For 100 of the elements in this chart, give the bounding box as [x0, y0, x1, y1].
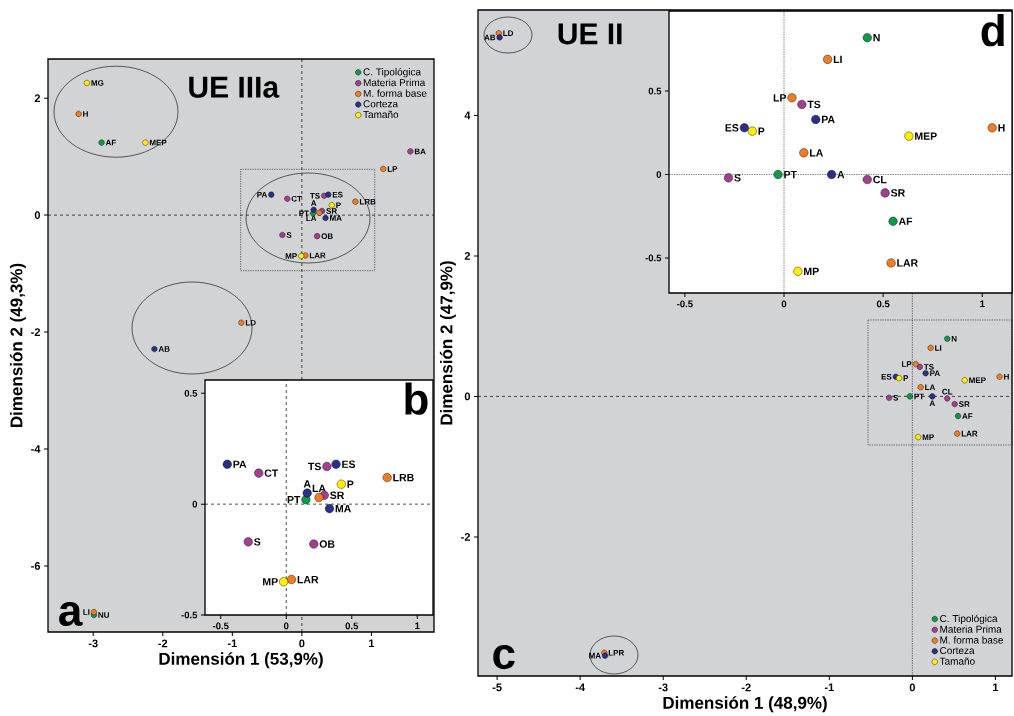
- annotation: MP: [285, 253, 297, 260]
- annotation: MEP: [149, 140, 167, 146]
- legend-label: Tamaño: [363, 110, 399, 119]
- x-tick-label: 0: [909, 683, 915, 692]
- y-tick-label: 0: [192, 501, 198, 508]
- annotation: P: [758, 127, 765, 135]
- annotation: H: [998, 124, 1005, 132]
- annotation: PA: [233, 460, 247, 469]
- annotation: c: [493, 645, 515, 670]
- x-tick-label: 1: [980, 300, 985, 308]
- annotation: a: [59, 602, 83, 627]
- annotation: LD: [503, 30, 514, 37]
- annotation: TS: [308, 462, 321, 471]
- annotation: S: [893, 395, 899, 401]
- y-tick-label: 2: [34, 94, 41, 103]
- legend-label: M. forma base: [940, 636, 1004, 644]
- y-axis-title: Dimensión 2 (47,9%): [439, 261, 456, 425]
- legend-label: Tamaño: [939, 657, 975, 665]
- x-tick-label: 1: [369, 639, 375, 648]
- annotation: P: [347, 480, 354, 489]
- annotation: AF: [962, 413, 973, 420]
- annotation: PA: [821, 116, 835, 124]
- annotation: MA: [589, 653, 601, 659]
- annotation: PT: [914, 393, 924, 400]
- x-tick-label: 0.5: [345, 622, 359, 630]
- annotation: AB: [484, 34, 496, 41]
- annotation: LPR: [608, 650, 625, 656]
- annotation: CL: [873, 176, 887, 184]
- annotation: TS: [923, 364, 934, 370]
- annotation: LI: [935, 345, 942, 351]
- annotation: MP: [804, 267, 819, 276]
- x-tick-label: 1: [415, 622, 420, 630]
- annotation: S: [734, 174, 741, 182]
- x-axis-title: Dimensión 1 (48,9%): [663, 696, 827, 713]
- annotation: H: [83, 111, 88, 117]
- x-tick-label: -2: [741, 683, 751, 692]
- annotation: AB: [158, 346, 170, 352]
- annotation: A: [837, 171, 845, 179]
- annotation: N: [951, 336, 957, 342]
- annotation: LP: [901, 361, 912, 368]
- annotation: OB: [319, 540, 335, 549]
- annotation: OB: [321, 233, 333, 240]
- annotation: ES: [881, 374, 892, 380]
- annotation: SR: [958, 401, 970, 408]
- annotation: LA: [925, 384, 936, 391]
- y-tick-label: -4: [31, 445, 41, 454]
- annotation: CT: [264, 469, 279, 478]
- annotation: LA: [312, 485, 326, 493]
- y-tick-label: -6: [31, 562, 41, 571]
- y-tick-label: -0.5: [181, 611, 198, 619]
- y-axis-title: Dimensión 2 (49,3%): [9, 263, 26, 428]
- x-tick-label: 0: [283, 622, 289, 630]
- annotation: b: [405, 382, 428, 416]
- annotation: MEP: [969, 377, 986, 384]
- annotation: SR: [330, 491, 345, 500]
- annotation: ES: [332, 192, 343, 198]
- y-tick-label: -2: [31, 328, 41, 337]
- legend-label: C. Tipológica: [940, 614, 998, 625]
- y-tick-label: 0: [464, 392, 471, 401]
- annotation: LAR: [897, 259, 918, 267]
- annotation: LP: [773, 94, 787, 102]
- x-tick-label: 0: [781, 300, 787, 308]
- annotation: S: [254, 538, 261, 546]
- annotation: MA: [330, 215, 342, 222]
- annotation: H: [1004, 374, 1009, 380]
- annotation: LAR: [297, 576, 319, 584]
- annotation: CT: [291, 196, 302, 202]
- y-tick-label: 4: [464, 111, 471, 120]
- annotation: S: [286, 232, 292, 239]
- x-tick-label: -4: [575, 683, 585, 692]
- x-tick-label: 0: [299, 639, 305, 648]
- annotation: CL: [942, 389, 953, 395]
- annotation: MG: [91, 80, 104, 87]
- annotation: A: [303, 480, 311, 488]
- annotation: MA: [335, 505, 352, 513]
- annotation: LI: [833, 56, 842, 64]
- annotation: PA: [930, 370, 940, 377]
- chart-title: UE IIIa: [189, 77, 280, 99]
- annotation: LI: [83, 609, 90, 616]
- annotation: PA: [257, 192, 268, 198]
- annotation: SR: [326, 208, 337, 215]
- annotation: MP: [922, 434, 934, 441]
- chart-title: UE II: [558, 23, 622, 45]
- annotation: P: [903, 375, 909, 382]
- annotation: TS: [807, 100, 821, 109]
- annotation: NU: [98, 612, 109, 619]
- y-tick-label: 0: [34, 211, 41, 220]
- y-tick-label: 0.5: [184, 390, 198, 397]
- x-tick-label: -1: [227, 639, 237, 648]
- annotation: PT: [299, 210, 309, 217]
- x-tick-label: -2: [158, 639, 168, 648]
- annotation: N: [873, 34, 880, 42]
- legend-label: Corteza: [940, 647, 975, 655]
- annotation: LAR: [961, 431, 978, 437]
- annotation: d: [981, 14, 1004, 47]
- legend-label: Materia Prima: [363, 79, 426, 87]
- annotation: LA: [306, 215, 317, 222]
- annotation: LRB: [359, 199, 376, 205]
- x-tick-label: -0.5: [212, 622, 229, 630]
- y-tick-label: 0.5: [648, 87, 662, 95]
